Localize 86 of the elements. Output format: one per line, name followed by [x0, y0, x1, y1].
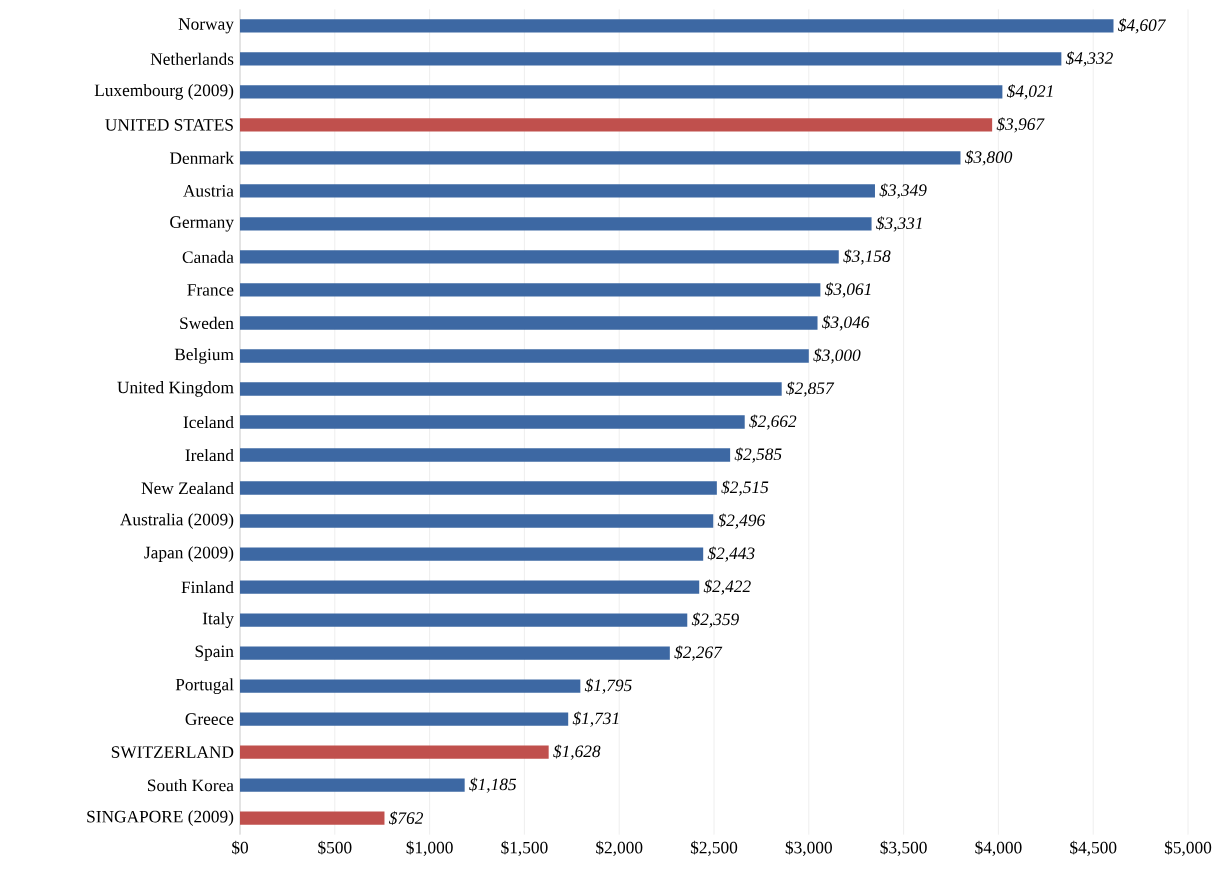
- y-tick-label: Portugal: [175, 678, 234, 694]
- y-tick-label: Australia (2009): [120, 513, 234, 529]
- x-tick-label: $3,000: [785, 840, 832, 856]
- data-label: $3,349: [879, 183, 927, 199]
- y-tick-label: Japan (2009): [144, 546, 234, 562]
- bar: [240, 811, 385, 825]
- data-label: $3,967: [996, 117, 1045, 133]
- x-tick-label: $5,000: [1164, 840, 1212, 856]
- y-tick-label: France: [187, 284, 234, 296]
- bar: [240, 481, 717, 495]
- data-label: $762: [388, 811, 424, 826]
- bar: [240, 85, 1003, 99]
- y-tick-label: Greece: [185, 713, 234, 725]
- bar: [240, 250, 839, 264]
- bar: [240, 778, 465, 792]
- y-tick-label: Ireland: [185, 448, 234, 462]
- x-tick-label: $4,500: [1070, 840, 1117, 856]
- y-tick-label: Netherlands: [150, 52, 234, 65]
- data-label: $1,185: [469, 777, 517, 793]
- y-tick-label: Denmark: [169, 151, 234, 164]
- data-label: $3,000: [813, 348, 861, 364]
- data-label: $2,267: [674, 645, 723, 661]
- bar: [240, 646, 670, 660]
- x-tick-label: $2,500: [690, 840, 738, 856]
- bar: [240, 316, 818, 330]
- bar: [240, 283, 821, 297]
- y-tick-label: Spain: [195, 645, 234, 661]
- data-label: $3,046: [822, 315, 870, 331]
- y-tick-label: Austria: [183, 185, 234, 197]
- y-tick-label: Italy: [202, 612, 234, 628]
- y-tick-label: New Zealand: [141, 481, 234, 495]
- x-tick-label: $4,000: [975, 840, 1022, 856]
- bar: [240, 382, 782, 396]
- data-label: $3,331: [876, 216, 922, 232]
- bar: [240, 415, 745, 429]
- bar: [240, 580, 700, 594]
- y-tick-label: SWITZERLAND: [111, 746, 234, 759]
- data-label: $3,061: [824, 282, 871, 298]
- data-label: $2,422: [703, 579, 751, 595]
- bar: [240, 151, 961, 165]
- y-tick-label: UNITED STATES: [105, 119, 233, 131]
- y-tick-label: SINGAPORE (2009): [87, 810, 234, 827]
- x-tick-label: $1,500: [501, 840, 548, 856]
- bar: [240, 712, 569, 726]
- y-tick-label: Finland: [181, 580, 234, 594]
- x-tick-label: $1,000: [406, 840, 453, 856]
- y-tick-label: Iceland: [183, 415, 234, 429]
- data-label: $2,515: [721, 480, 769, 496]
- bar: [240, 52, 1062, 66]
- x-tick-label: $2,000: [596, 840, 643, 856]
- y-tick-label: Germany: [170, 216, 234, 232]
- bar: [240, 547, 704, 561]
- bar: [240, 448, 731, 462]
- y-tick-label: Norway: [178, 18, 234, 34]
- bar: [240, 19, 1114, 33]
- x-tick-label: $0: [232, 840, 249, 855]
- data-label: $3,158: [843, 249, 891, 265]
- data-label: $2,662: [749, 414, 797, 430]
- bar: [240, 184, 875, 198]
- bar: [240, 514, 714, 528]
- bar: [240, 217, 872, 231]
- data-label: $4,332: [1065, 51, 1113, 67]
- y-tick-label: United Kingdom: [117, 381, 234, 397]
- data-label: $4,021: [1006, 84, 1053, 100]
- data-label: $1,795: [584, 678, 632, 694]
- y-tick-label: South Korea: [147, 779, 234, 792]
- bar: [240, 745, 549, 759]
- data-label: $2,585: [734, 447, 782, 463]
- data-label: $1,731: [572, 711, 619, 727]
- x-tick-label: $500: [318, 840, 352, 855]
- data-label: $1,628: [553, 744, 601, 760]
- data-label: $4,607: [1117, 18, 1167, 34]
- x-tick-label: $3,500: [880, 840, 927, 856]
- bar: [240, 679, 581, 693]
- data-label: $2,359: [691, 612, 739, 628]
- data-label: $2,857: [786, 381, 835, 397]
- y-tick-label: Canada: [182, 250, 234, 264]
- y-tick-label: Sweden: [180, 316, 234, 330]
- bar: [240, 613, 688, 627]
- data-label: $2,496: [717, 513, 766, 529]
- data-label: $2,443: [707, 546, 755, 562]
- bar: [240, 118, 993, 132]
- bar: [240, 349, 809, 363]
- y-tick-label: Belgium: [174, 348, 234, 364]
- data-label: $3,800: [964, 150, 1013, 166]
- y-tick-label: Luxembourg (2009): [94, 83, 234, 100]
